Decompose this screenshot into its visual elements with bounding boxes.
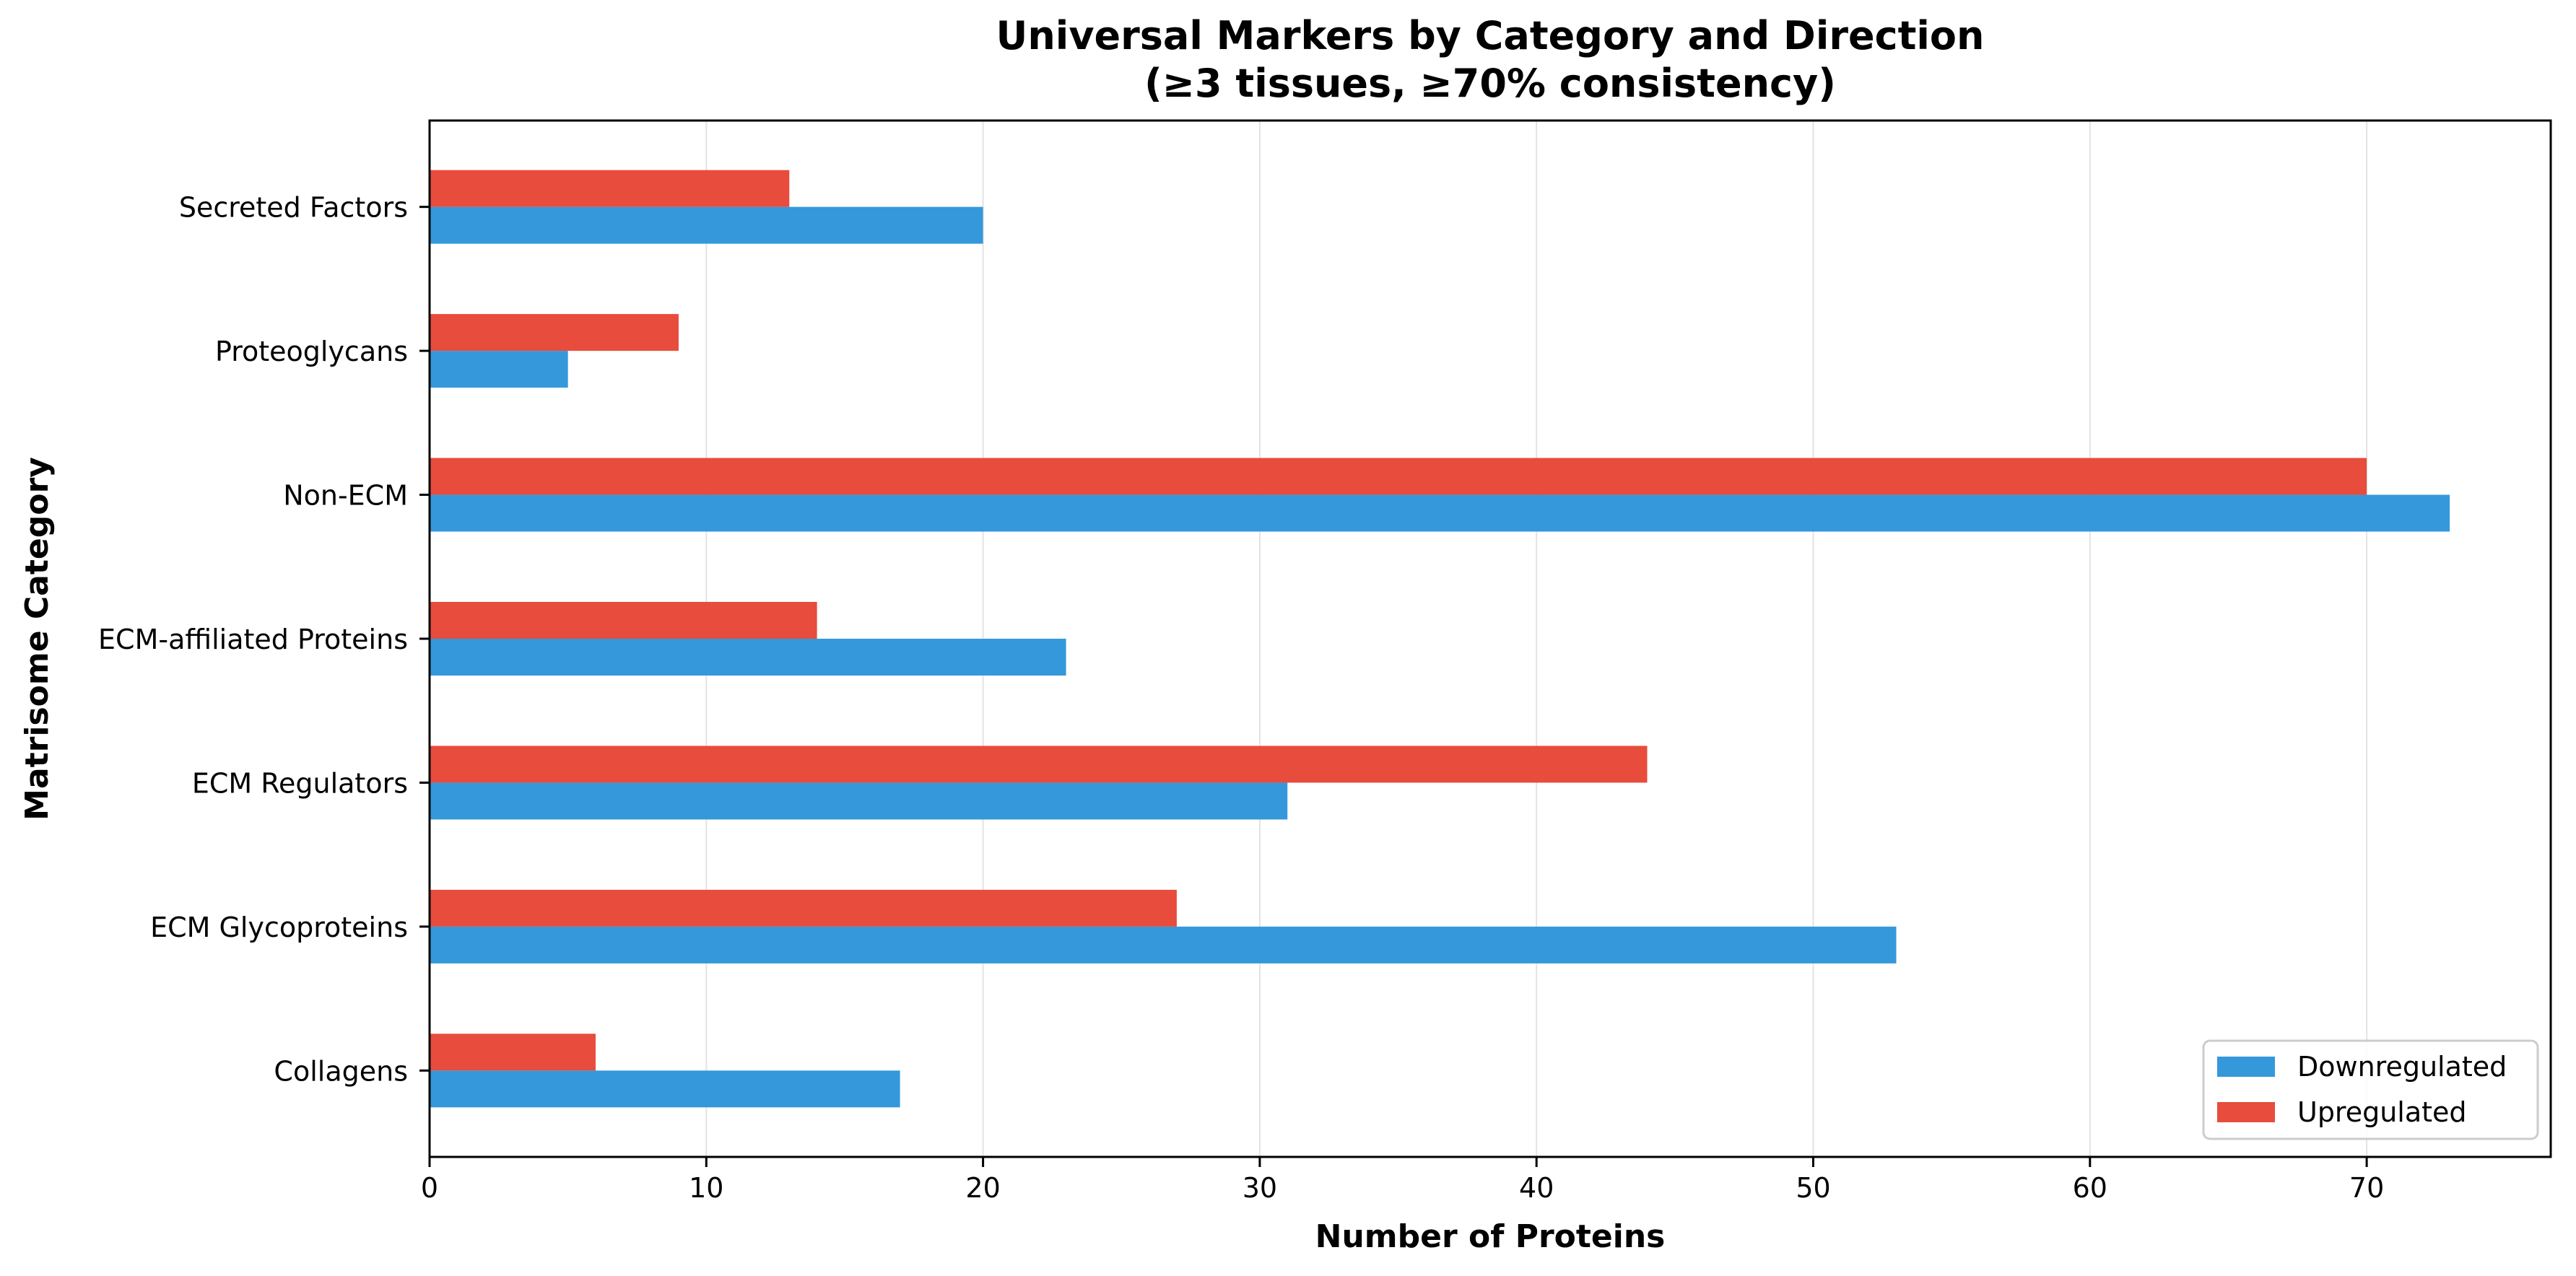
x-tick-label: 10	[689, 1172, 723, 1204]
bar-upregulated-ecm-glycoproteins	[430, 889, 1177, 927]
y-tick-label: Non-ECM	[283, 480, 408, 512]
chart-subtitle: (≥3 tissues, ≥70% consistency)	[1144, 61, 1836, 106]
x-tick-label: 0	[421, 1172, 438, 1204]
y-axis-ticks: Collagens ECM Glycoproteins ECM Regulators…	[98, 192, 430, 1087]
bar-upregulated-ecm-affiliated-proteins	[430, 602, 817, 639]
bar-upregulated-collagens	[430, 1034, 596, 1071]
x-axis-ticks: 0 10 20 30 40 50 60 70	[421, 1157, 2384, 1204]
bar-upregulated-proteoglycans	[430, 314, 679, 351]
legend-swatch-downregulated	[2217, 1057, 2275, 1077]
bar-downregulated-proteoglycans	[430, 351, 568, 388]
bar-downregulated-secreted-factors	[430, 206, 983, 244]
y-axis-label: Matrisome Category	[19, 457, 56, 821]
x-axis-label: Number of Proteins	[1315, 1218, 1666, 1255]
y-tick-label: ECM Glycoproteins	[150, 912, 408, 943]
y-tick-label: Secreted Factors	[179, 192, 408, 224]
x-tick-label: 50	[1796, 1172, 1830, 1204]
legend-label-upregulated: Upregulated	[2297, 1096, 2467, 1128]
y-tick-label: ECM-affiliated Proteins	[98, 624, 408, 655]
x-tick-label: 30	[1243, 1172, 1277, 1204]
y-tick-label: Proteoglycans	[215, 336, 408, 367]
chart-title: Universal Markers by Category and Direct…	[996, 13, 1985, 58]
x-tick-label: 60	[2073, 1172, 2107, 1204]
y-tick-label: Collagens	[274, 1055, 408, 1087]
legend: Downregulated Upregulated	[2202, 1039, 2539, 1140]
x-tick-label: 20	[965, 1172, 1000, 1204]
bar-upregulated-secreted-factors	[430, 170, 790, 207]
bar-downregulated-ecm-regulators	[430, 782, 1288, 820]
bar-downregulated-collagens	[430, 1070, 900, 1108]
x-tick-label: 70	[2349, 1172, 2384, 1204]
bars	[430, 170, 2450, 1108]
bar-upregulated-ecm-regulators	[430, 746, 1648, 783]
y-tick-label: ECM Regulators	[192, 767, 408, 799]
bar-downregulated-ecm-affiliated-proteins	[430, 639, 1066, 676]
bar-downregulated-ecm-glycoproteins	[430, 926, 1897, 963]
legend-box	[2202, 1039, 2539, 1140]
legend-label-downregulated: Downregulated	[2297, 1051, 2507, 1083]
bar-upregulated-non-ecm	[430, 458, 2367, 495]
bar-downregulated-non-ecm	[430, 494, 2450, 532]
legend-swatch-upregulated	[2217, 1102, 2275, 1122]
x-tick-label: 40	[1519, 1172, 1554, 1204]
